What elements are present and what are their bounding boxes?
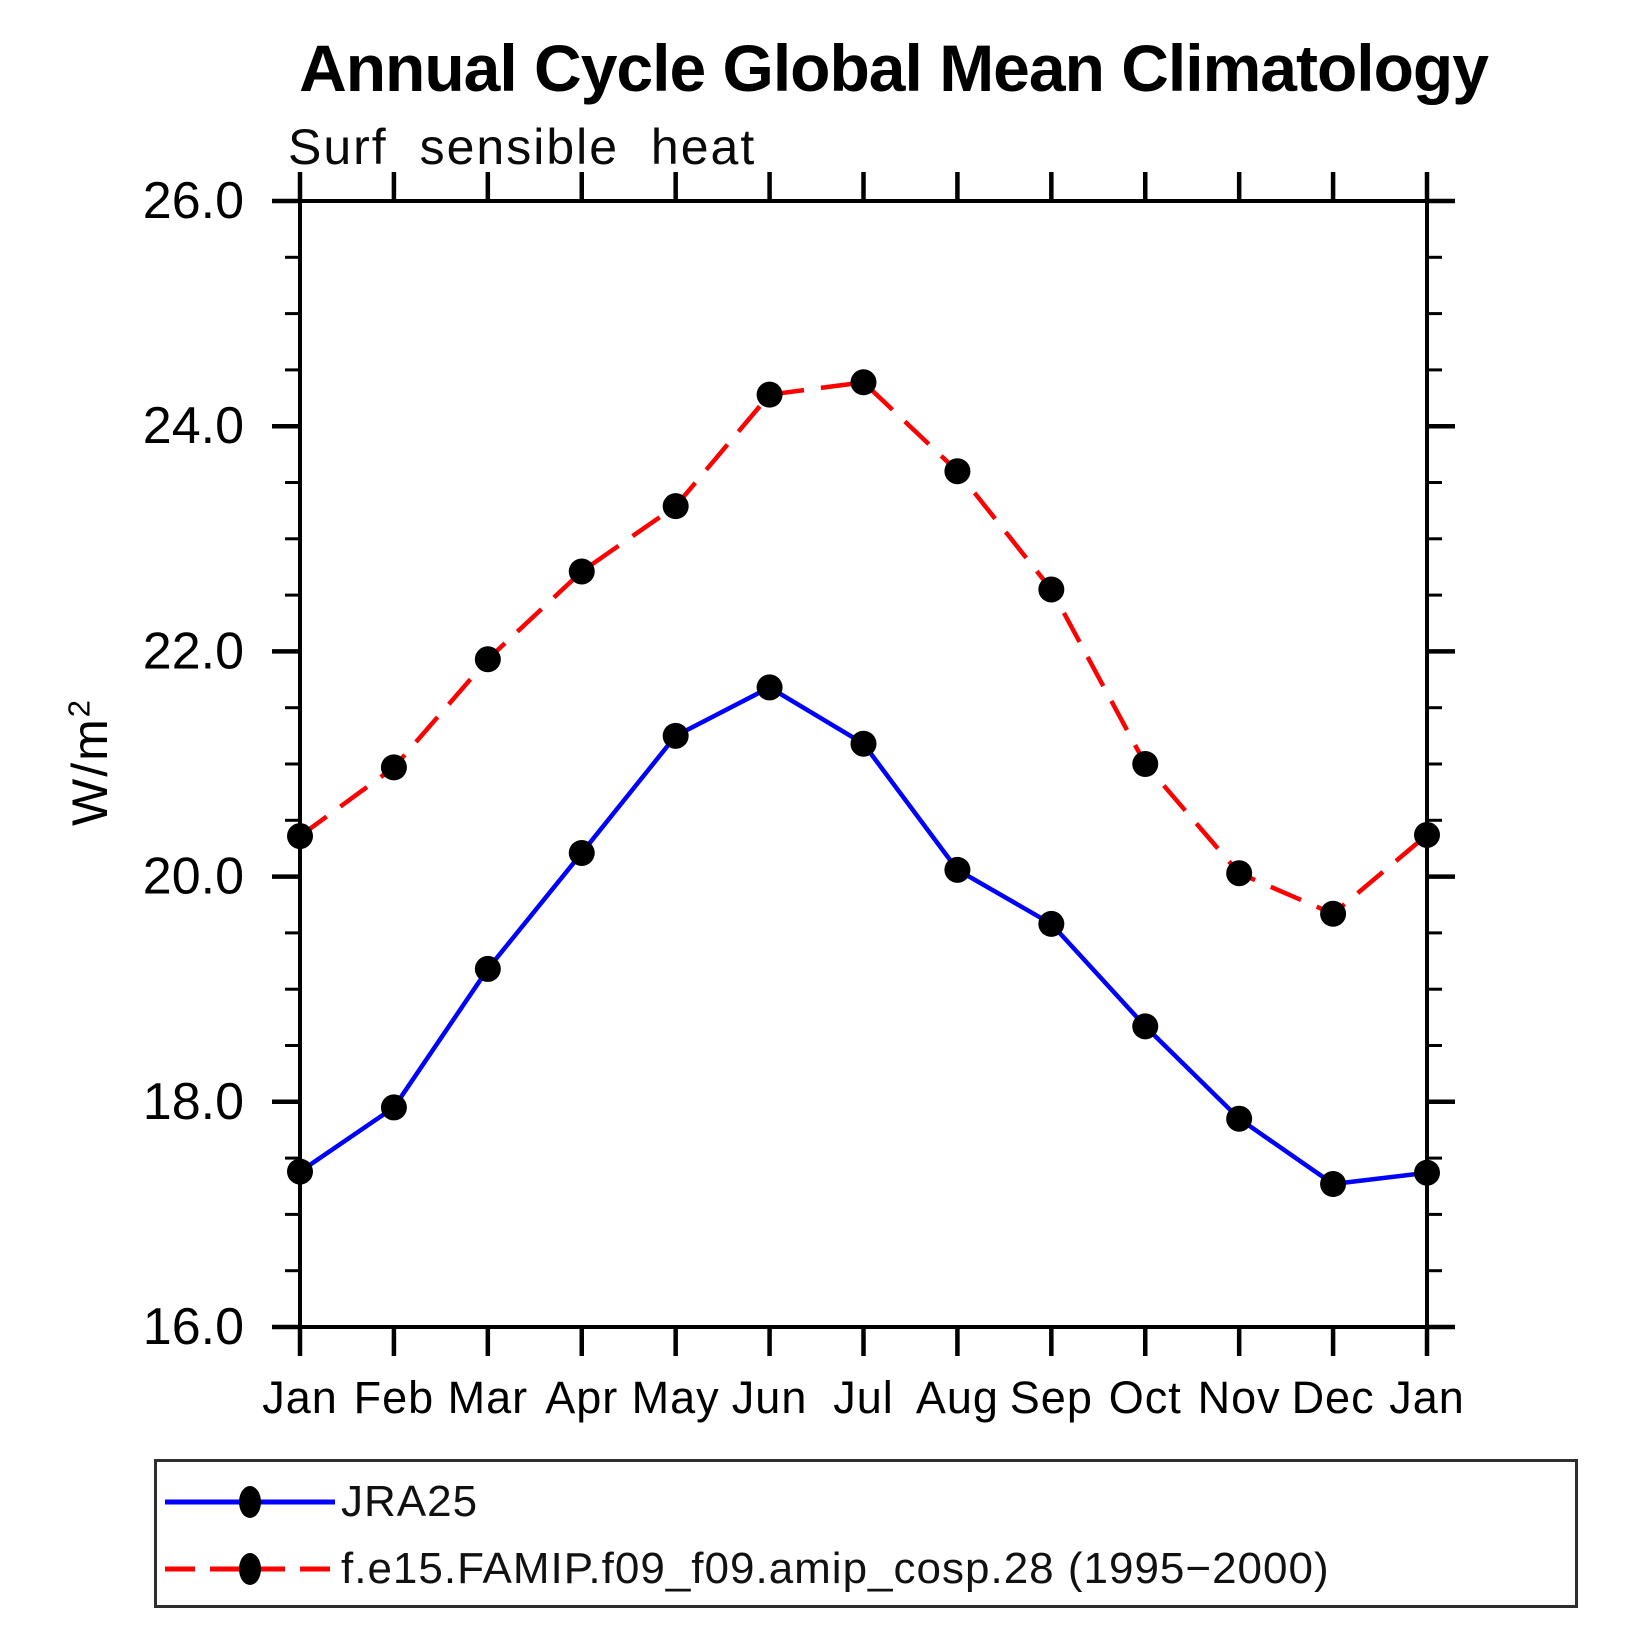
data-point-marker-s2 [287, 823, 313, 850]
chart-title: Annual Cycle Global Mean Climatology [299, 31, 1489, 105]
x-tick-label: Jul [833, 1372, 894, 1423]
data-point-marker-s1 [1320, 1170, 1347, 1197]
x-tick-label: Mar [448, 1372, 529, 1423]
data-point-marker-s2 [1320, 900, 1347, 927]
x-tick-label: Oct [1109, 1372, 1182, 1423]
data-point-marker-s2 [380, 754, 407, 781]
data-point-marker-s2 [568, 558, 595, 585]
data-point-marker-s1 [850, 730, 877, 757]
data-point-marker-s2 [756, 381, 783, 408]
data-point-marker-s1 [756, 674, 783, 701]
legend-label-series-2: f.e15.FAMIP.f09_f09.amip_cosp.28 (1995−2… [341, 1544, 1330, 1593]
data-point-marker-s1 [1414, 1159, 1440, 1186]
data-point-marker-s1 [287, 1158, 313, 1185]
y-tick-label: 16.0 [143, 1298, 244, 1356]
chart-subtitle: Surf sensible heat [288, 119, 757, 175]
x-tick-label: Jan [1389, 1372, 1465, 1423]
data-point-marker-s2 [944, 458, 971, 485]
series-line-2 [298, 380, 1429, 917]
x-tick-label: Apr [545, 1372, 618, 1423]
x-tick-label: Aug [916, 1372, 999, 1423]
data-point-marker-s1 [1132, 1013, 1159, 1040]
data-point-marker-s2 [1226, 860, 1253, 887]
data-point-marker-s2 [1414, 821, 1440, 848]
legend-swatch-dashed-line [165, 1553, 335, 1585]
y-tick-label: 18.0 [143, 1073, 244, 1131]
x-tick-label: Dec [1292, 1372, 1375, 1423]
y-tick-label: 22.0 [143, 622, 244, 680]
y-tick-label: 20.0 [143, 848, 244, 906]
x-tick-label: Nov [1198, 1372, 1281, 1423]
data-point-marker-s1 [474, 955, 501, 982]
data-point-marker-s2 [1038, 576, 1065, 603]
data-point-marker-s1 [1038, 910, 1065, 937]
data-point-marker-s2 [1132, 751, 1159, 777]
y-tick-label: 26.0 [143, 172, 244, 230]
series-line-1 [298, 685, 1428, 1187]
data-point-marker-s2 [850, 369, 877, 396]
x-tick-label: May [632, 1372, 720, 1423]
data-point-marker-s2 [662, 493, 689, 520]
legend-entry-jra25: JRA25 [157, 1477, 1575, 1526]
y-tick-label: 24.0 [143, 397, 244, 455]
data-point-marker-s1 [662, 722, 689, 749]
data-point-marker-s1 [568, 839, 595, 866]
x-tick-label: Jan [262, 1372, 338, 1423]
x-tick-label: Jun [732, 1372, 808, 1423]
legend-label-series-1: JRA25 [341, 1477, 479, 1526]
data-point-marker-s1 [380, 1094, 407, 1121]
x-tick-label: Feb [354, 1372, 435, 1423]
legend-entry-model: f.e15.FAMIP.f09_f09.amip_cosp.28 (1995−2… [157, 1544, 1575, 1593]
legend: JRA25 f.e15.FAMIP.f09_f09.amip_cosp.28 (… [154, 1459, 1578, 1608]
data-point-marker-s1 [1226, 1105, 1253, 1132]
legend-swatch-solid-line [165, 1486, 335, 1518]
x-tick-label: Sep [1010, 1372, 1093, 1423]
data-point-marker-s1 [944, 856, 971, 883]
data-point-marker-s2 [474, 646, 501, 673]
